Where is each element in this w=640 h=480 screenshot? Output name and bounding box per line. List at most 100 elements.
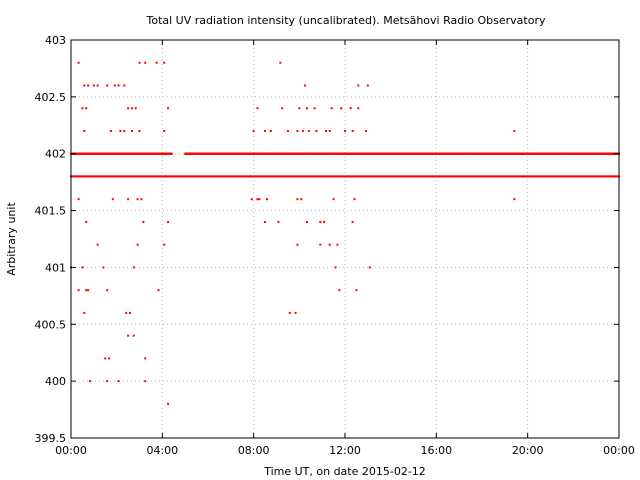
y-tick-label: 402.5 [35, 91, 67, 104]
data-point [265, 198, 268, 201]
data-point [286, 129, 289, 132]
y-tick-label: 402 [45, 148, 66, 161]
x-axis-label: Time UT, on date 2015-02-12 [263, 465, 426, 478]
y-tick-label: 401 [45, 261, 66, 274]
data-point [167, 220, 170, 223]
data-points [70, 61, 620, 405]
data-point [368, 266, 371, 269]
y-tick-label: 400.5 [35, 318, 67, 331]
data-point [106, 84, 109, 87]
data-point [355, 289, 358, 292]
data-point [136, 243, 139, 246]
data-point [117, 84, 120, 87]
data-point [163, 129, 166, 132]
data-point [136, 198, 139, 201]
data-point [334, 266, 337, 269]
data-point [170, 152, 173, 155]
data-point [332, 198, 335, 201]
data-point [258, 198, 261, 201]
data-point [106, 380, 109, 383]
data-point [85, 107, 88, 110]
data-point [144, 380, 147, 383]
data-point [357, 84, 360, 87]
data-point [319, 243, 322, 246]
data-point [277, 220, 280, 223]
data-point [130, 129, 133, 132]
data-point [349, 107, 352, 110]
data-point [330, 107, 333, 110]
data-point [144, 61, 147, 64]
data-point [296, 243, 299, 246]
data-point [252, 129, 255, 132]
data-point [102, 266, 105, 269]
x-tick-label: 08:00 [238, 444, 270, 457]
data-point [513, 129, 516, 132]
data-point [357, 107, 360, 110]
data-point [351, 129, 354, 132]
data-point [127, 334, 130, 337]
data-point [123, 129, 126, 132]
grid [71, 40, 619, 438]
data-point [138, 61, 141, 64]
data-point [140, 198, 143, 201]
chart-title: Total UV radiation intensity (uncalibrat… [146, 14, 546, 27]
data-point [85, 289, 88, 292]
data-point [167, 107, 170, 110]
x-tick-label: 12:00 [329, 444, 361, 457]
data-point [111, 198, 114, 201]
data-point [87, 84, 90, 87]
data-point [294, 311, 297, 314]
y-tick-label: 399.5 [35, 432, 67, 445]
data-point [324, 129, 327, 132]
data-point [298, 107, 301, 110]
data-point [127, 198, 130, 201]
data-point [288, 311, 291, 314]
data-point [281, 107, 284, 110]
data-point [344, 129, 346, 132]
data-point [83, 129, 86, 132]
data-point [328, 243, 331, 246]
data-point [128, 311, 131, 314]
data-point [264, 129, 267, 132]
data-point [513, 198, 516, 201]
data-point [113, 84, 116, 87]
data-point [296, 198, 299, 201]
data-point [353, 198, 356, 201]
y-tick-label: 400 [45, 375, 66, 388]
data-point [144, 357, 147, 360]
axis-ticks: 00:00 04:00 08:00 12:00 16:00 20:00 00:00399.5… [35, 34, 635, 457]
data-point [83, 311, 86, 314]
x-tick-label: 04:00 [146, 444, 178, 457]
data-point [77, 61, 80, 64]
y-axis-label: Arbitrary unit [5, 202, 18, 276]
x-tick-label: 00:00 [55, 444, 87, 457]
data-point [142, 220, 145, 223]
data-point [106, 289, 109, 292]
data-point [81, 107, 84, 110]
data-point [132, 334, 135, 337]
data-point [256, 107, 259, 110]
data-point [96, 243, 99, 246]
data-point [85, 220, 88, 223]
data-point [83, 84, 86, 87]
data-point [96, 84, 99, 87]
data-point [336, 243, 339, 246]
data-point [163, 61, 166, 64]
data-point [315, 129, 318, 132]
data-point [307, 129, 310, 132]
data-point [269, 129, 272, 132]
data-point [163, 243, 166, 246]
x-tick-label: 20:00 [512, 444, 544, 457]
data-point [132, 266, 135, 269]
data-point [77, 289, 80, 292]
data-point [89, 380, 92, 383]
data-point [127, 107, 130, 110]
data-point [364, 129, 367, 132]
data-point [138, 129, 141, 132]
data-point [134, 107, 137, 110]
data-point [264, 220, 267, 223]
data-point [328, 129, 331, 132]
data-point [123, 84, 126, 87]
data-point [119, 129, 122, 132]
